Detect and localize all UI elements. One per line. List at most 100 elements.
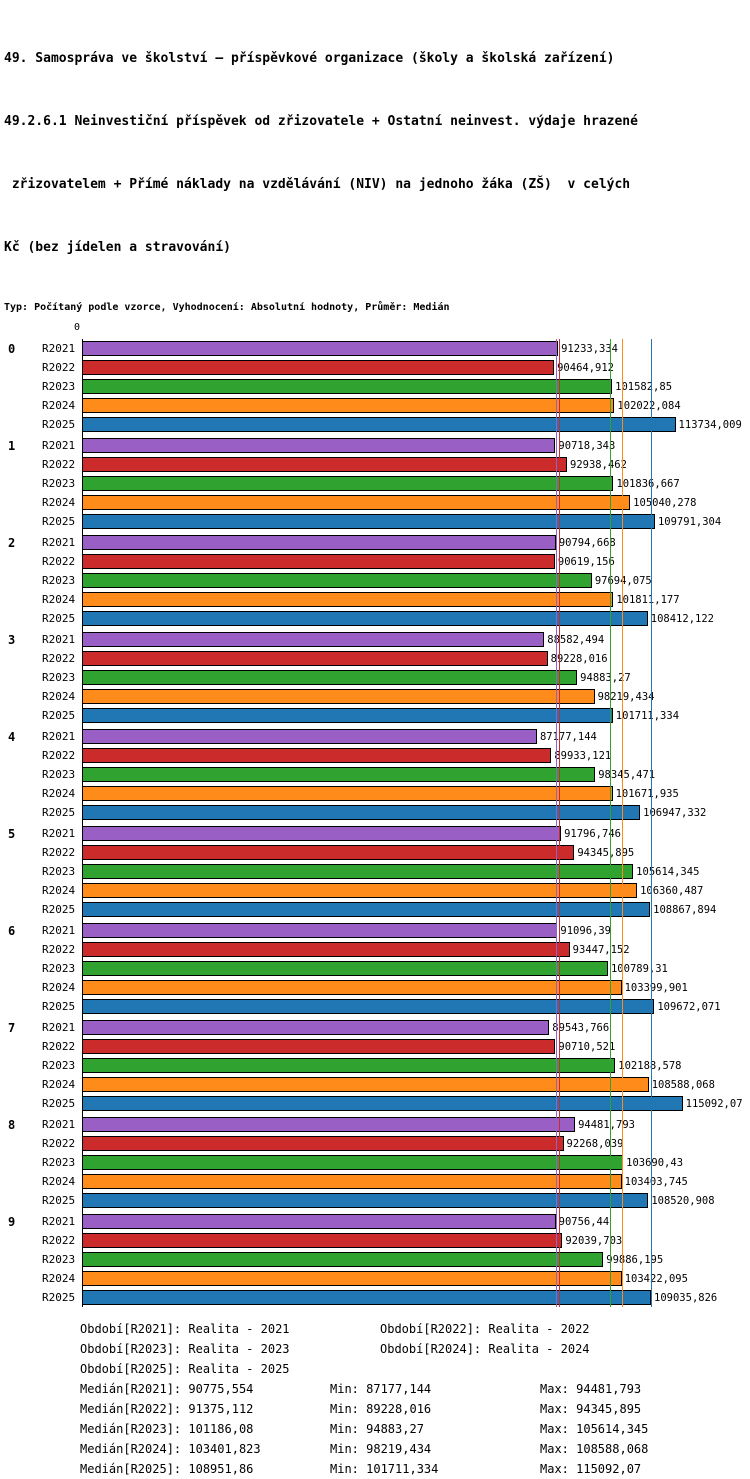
bar-r2024-group-8 <box>82 1174 622 1189</box>
bar-row: R2025 108867,894 <box>0 900 750 919</box>
bar-track: 108867,894 <box>82 902 750 917</box>
bar-r2025-group-9 <box>82 1290 652 1305</box>
series-label: R2022 <box>42 652 76 665</box>
series-label: R2021 <box>42 439 76 452</box>
bar-value-label: 94345,895 <box>577 846 635 859</box>
bar-value-label: 90718,343 <box>558 439 616 452</box>
bar-value-label: 106947,332 <box>643 806 707 819</box>
bar-value-label: 100789,31 <box>610 962 668 975</box>
bar-value-label: 103399,901 <box>624 981 688 994</box>
bar-row: R2022 92938,462 <box>0 455 750 474</box>
bar-value-label: 101711,334 <box>615 709 680 722</box>
bar-r2023-group-9 <box>82 1252 604 1267</box>
bar-value-label: 91233,334 <box>561 342 619 355</box>
series-label: R2023 <box>42 768 76 781</box>
stat-max: Max: 108588,068 <box>540 1442 649 1456</box>
group-label: 1 <box>8 438 16 453</box>
stat-median: Medián[R2022]: 91375,112 <box>80 1402 254 1416</box>
bar-group-2: 2 R2021 90794,668 R2022 90619,156 R2023 97694,… <box>0 533 750 628</box>
stat-min: Min: 94883,27 <box>330 1422 424 1436</box>
bar-track: 94345,895 <box>82 845 750 860</box>
series-label: R2024 <box>42 1078 76 1091</box>
bar-value-label: 91796,746 <box>564 827 621 840</box>
series-label: R2021 <box>42 536 76 549</box>
series-label: R2024 <box>42 496 76 509</box>
bar-groups: 0 R2021 91233,334 R2022 90464,912 R2023 101582… <box>0 339 750 1307</box>
stats-row: Medián[R2022]: 91375,112 Min: 89228,016 Ma… <box>80 1399 750 1419</box>
bar-track: 106360,487 <box>82 883 750 898</box>
bar-row: R2025 109791,304 <box>0 512 750 531</box>
stats-row: Medián[R2025]: 108951,86 Min: 101711,334 M… <box>80 1459 750 1479</box>
bar-row: R2024 108588,068 <box>0 1075 750 1094</box>
stat-median: Medián[R2024]: 103401,823 <box>80 1442 261 1456</box>
bar-value-label: 94481,793 <box>578 1118 635 1131</box>
group-label: 0 <box>8 341 16 356</box>
series-label: R2022 <box>42 749 76 762</box>
bar-r2023-group-0 <box>82 379 613 394</box>
stats-row: Medián[R2021]: 90775,554 Min: 87177,144 Ma… <box>80 1379 750 1399</box>
bar-row: R2023 101582,85 <box>0 377 750 396</box>
bar-chart: 0 0 R2021 91233,334 R2022 90464,912 R2023 1015… <box>0 321 750 1307</box>
bar-track: 103690,43 <box>82 1155 750 1170</box>
bar-track: 98345,471 <box>82 767 750 782</box>
bar-row: R2024 101671,935 <box>0 784 750 803</box>
group-label: 7 <box>8 1020 16 1035</box>
stat-min: Min: 87177,144 <box>330 1382 432 1396</box>
bar-row: 6 R2021 91096,39 <box>0 921 750 940</box>
bar-track: 89543,766 <box>82 1020 750 1035</box>
bar-r2025-group-2 <box>82 611 648 626</box>
bar-value-label: 90756,44 <box>558 1215 610 1228</box>
stat-min: Min: 89228,016 <box>330 1402 432 1416</box>
bar-r2022-group-3 <box>82 651 548 666</box>
stat-min: Min: 101711,334 <box>330 1462 439 1476</box>
bar-track: 109672,071 <box>82 999 750 1014</box>
bar-value-label: 108588,068 <box>651 1078 715 1091</box>
bar-row: 2 R2021 90794,668 <box>0 533 750 552</box>
series-label: R2021 <box>42 1215 76 1228</box>
bar-r2021-group-5 <box>82 826 562 841</box>
bar-row: R2022 92268,039 <box>0 1134 750 1153</box>
bar-r2025-group-4 <box>82 805 641 820</box>
bar-track: 102022,084 <box>82 398 750 413</box>
bar-row: 8 R2021 94481,793 <box>0 1115 750 1134</box>
bar-track: 89933,121 <box>82 748 750 763</box>
bar-group-9: 9 R2021 90756,44 R2022 92039,703 R2023 99886,1… <box>0 1212 750 1307</box>
bar-row: R2024 102022,084 <box>0 396 750 415</box>
bar-track: 101582,85 <box>82 379 750 394</box>
bar-row: R2024 103422,095 <box>0 1269 750 1288</box>
series-label: R2022 <box>42 458 76 471</box>
bar-value-label: 92938,462 <box>570 458 627 471</box>
bar-value-label: 105040,278 <box>633 496 697 509</box>
bar-group-5: 5 R2021 91796,746 R2022 94345,895 R2023 105614… <box>0 824 750 919</box>
series-label: R2022 <box>42 1234 76 1247</box>
bar-track: 91096,39 <box>82 923 750 938</box>
series-label: R2021 <box>42 827 76 840</box>
bar-value-label: 115092,07 <box>685 1097 743 1110</box>
bar-track: 90794,668 <box>82 535 750 550</box>
bar-track: 91796,746 <box>82 826 750 841</box>
legend-entry: Období[R2021]: Realita - 2021 <box>80 1322 290 1336</box>
bar-r2023-group-1 <box>82 476 614 491</box>
bar-r2021-group-1 <box>82 438 556 453</box>
bar-value-label: 90794,668 <box>558 536 616 549</box>
bar-r2022-group-6 <box>82 942 570 957</box>
bar-track: 94481,793 <box>82 1117 750 1132</box>
series-label: R2021 <box>42 1118 76 1131</box>
bar-r2022-group-2 <box>82 554 555 569</box>
stat-max: Max: 94345,895 <box>540 1402 642 1416</box>
bar-row: 9 R2021 90756,44 <box>0 1212 750 1231</box>
bar-row: R2023 94883,27 <box>0 668 750 687</box>
legend-entry: Období[R2023]: Realita - 2023 <box>80 1342 290 1356</box>
bar-row: R2023 98345,471 <box>0 765 750 784</box>
bar-r2021-group-0 <box>82 341 559 356</box>
title-line-4: Kč (bez jídelen a stravování) <box>4 240 231 255</box>
series-label: R2023 <box>42 574 76 587</box>
group-label: 5 <box>8 826 16 841</box>
bar-r2024-group-2 <box>82 592 614 607</box>
series-label: R2025 <box>42 1291 76 1304</box>
bar-track: 113734,009 <box>82 417 750 432</box>
bar-row: R2024 98219,434 <box>0 687 750 706</box>
bar-row: 4 R2021 87177,144 <box>0 727 750 746</box>
bar-value-label: 101582,85 <box>615 380 673 393</box>
bar-row: R2022 94345,895 <box>0 843 750 862</box>
